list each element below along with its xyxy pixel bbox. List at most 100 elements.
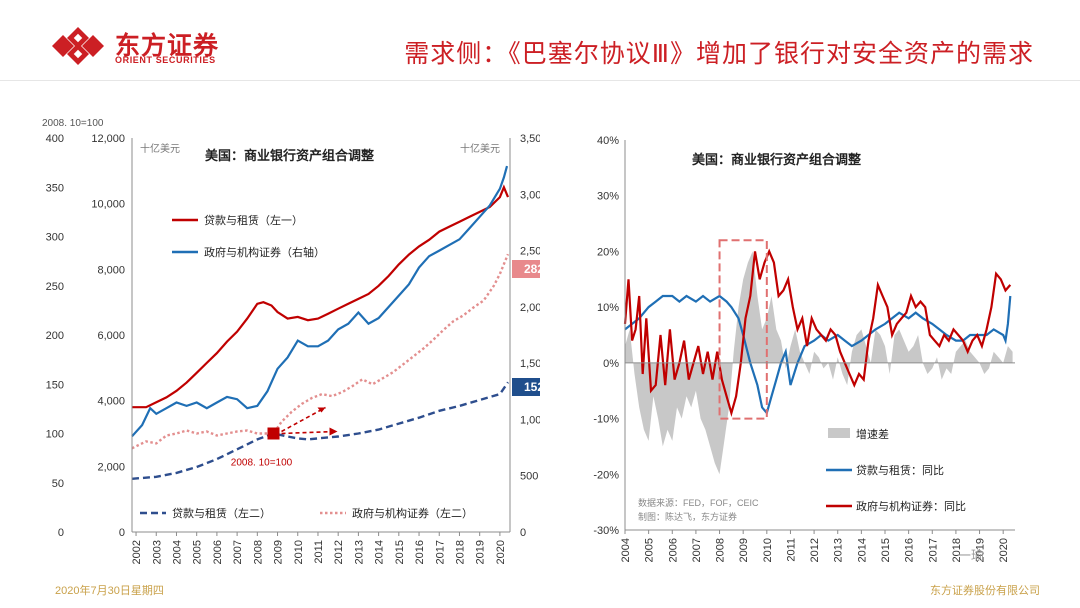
legend-label-loans: 贷款与租赁：同比 xyxy=(856,463,944,477)
marker-arrowhead-up xyxy=(317,407,326,413)
header: 东方证券 ORIENT SECURITIES 需求侧：《巴塞尔协议Ⅲ》增加了银行… xyxy=(0,0,1080,80)
y-tick-label: 0% xyxy=(603,358,619,370)
y-tick-label-left1: 0 xyxy=(58,527,64,539)
y-tick-label-left1: 400 xyxy=(46,133,64,145)
x-tick-label: 2004 xyxy=(620,538,632,562)
series-line-1 xyxy=(624,294,1012,416)
x-tick-label: 2011 xyxy=(313,540,325,564)
x-tick-label: 2017 xyxy=(434,540,446,564)
end-label-box-2 xyxy=(512,378,540,396)
series-line-2 xyxy=(131,165,509,438)
end-label-box-1 xyxy=(512,260,540,278)
y-tick-label-left1: 250 xyxy=(46,281,64,293)
x-tick-label: 2018 xyxy=(951,538,963,562)
x-tick-label: 2019 xyxy=(475,540,487,564)
y-tick-label: -30% xyxy=(593,525,619,537)
y-tick-label-right: 3,500 xyxy=(520,133,540,145)
x-tick-label: 2007 xyxy=(691,538,703,562)
orient-logo-icon xyxy=(52,27,104,65)
x-tick-label: 2017 xyxy=(927,538,939,562)
x-tick-label: 2012 xyxy=(333,540,345,564)
y-tick-label: 20% xyxy=(597,246,619,258)
legend-label-4: 政府与机构证券（左二） xyxy=(352,506,473,520)
x-tick-label: 2004 xyxy=(171,540,183,564)
x-tick-label: 2006 xyxy=(212,540,224,564)
end-label-1: 282 xyxy=(524,262,540,276)
y-tick-label-right: 1,000 xyxy=(520,414,540,426)
y-tick-label-left2: 2,000 xyxy=(97,461,125,473)
x-tick-label: 2003 xyxy=(151,540,163,564)
x-tick-label: 2009 xyxy=(273,540,285,564)
series-line-1 xyxy=(132,184,510,409)
y-tick-label-right: 2,000 xyxy=(520,302,540,314)
marker-arrowhead-right xyxy=(329,427,338,436)
x-tick-label: 2015 xyxy=(394,540,406,564)
x-tick-label: 2016 xyxy=(414,540,426,564)
x-tick-label: 2011 xyxy=(785,538,797,562)
series-line-3 xyxy=(131,381,509,480)
y-tick-label-left1: 300 xyxy=(46,232,64,244)
y-tick-label: 40% xyxy=(597,135,619,147)
x-tick-label: 2005 xyxy=(644,538,656,562)
y-tick-label-left1: 350 xyxy=(46,182,64,194)
header-divider xyxy=(0,80,1080,81)
x-tick-label: 2013 xyxy=(353,540,365,564)
y-tick-label-left2: 10,000 xyxy=(91,199,125,211)
x-tick-label: 2014 xyxy=(856,538,868,562)
end-label-2: 152 xyxy=(524,380,540,394)
x-tick-label: 2019 xyxy=(975,538,987,562)
footer-date: 2020年7月30日星期四 xyxy=(55,585,164,597)
x-tick-label: 2009 xyxy=(738,538,750,562)
x-tick-label: 2010 xyxy=(293,540,305,564)
unit-left: 十亿美元 xyxy=(140,142,180,155)
y-tick-label-left2: 6,000 xyxy=(97,330,125,342)
x-tick-label: 2018 xyxy=(454,540,466,564)
x-tick-label: 2020 xyxy=(495,540,507,564)
y-tick-label-left1: 50 xyxy=(52,478,64,490)
y-tick-label-left2: 12,000 xyxy=(91,133,125,145)
legend-label-1: 贷款与租赁（左一） xyxy=(204,213,303,227)
legend-label-2: 政府与机构证券（右轴） xyxy=(204,245,325,259)
y-tick-label-right: 500 xyxy=(520,471,538,483)
legend-label-area: 增速差 xyxy=(856,427,889,441)
x-tick-label: 2014 xyxy=(374,540,386,564)
y-tick-label-right: 0 xyxy=(520,527,526,539)
footer-company: 东方证券股份有限公司 xyxy=(930,585,1040,597)
x-tick-label: 2015 xyxy=(880,538,892,562)
logo-english: ORIENT SECURITIES xyxy=(115,55,216,65)
marker-label: 2008. 10=100 xyxy=(231,458,293,469)
y-tick-label-left1: 150 xyxy=(46,379,64,391)
y-tick-label: -20% xyxy=(593,469,619,481)
chart-title: 美国：商业银行资产组合调整 xyxy=(205,148,375,163)
highlight-box xyxy=(718,239,768,420)
source-line-1: 数据来源：FED，FOF，CEIC xyxy=(638,497,759,508)
y-tick-label: 30% xyxy=(597,191,619,203)
x-tick-label: 2016 xyxy=(904,538,916,562)
y-tick-label: 10% xyxy=(597,302,619,314)
right-chart: -30% -20% -10% 0% 10% 20% 30% 40% 2004 2005 2006 20… xyxy=(593,135,1015,562)
x-tick-label: 2020 xyxy=(998,538,1010,562)
slide-title: 需求侧：《巴塞尔协议Ⅲ》增加了银行对安全资产的需求 xyxy=(404,40,1034,68)
index-note: 2008. 10=100 xyxy=(42,118,104,129)
x-tick-label: 2005 xyxy=(192,540,204,564)
y-tick-label-left2: 8,000 xyxy=(97,264,125,276)
unit-right: 十亿美元 xyxy=(460,142,500,155)
y-tick-label-right: 1,500 xyxy=(520,358,540,370)
y-tick-label-right: 3,000 xyxy=(520,189,540,201)
series-line-2 xyxy=(623,248,1012,418)
watermark: 一瑜 xyxy=(958,548,985,563)
logo-chinese: 东方证券 xyxy=(115,32,220,60)
y-tick-label-right: 2,500 xyxy=(520,246,540,258)
series-line-4 xyxy=(131,253,510,450)
x-tick-label: 2013 xyxy=(833,538,845,562)
legend-swatch-area xyxy=(828,428,850,438)
left-chart: 0 50 100 150 200 250 300 350 400 0 2,000 4,000 6,000… xyxy=(42,118,540,564)
x-tick-label: 2010 xyxy=(762,538,774,562)
x-tick-label: 2006 xyxy=(667,538,679,562)
source-line-2: 制图：陈达飞，东方证券 xyxy=(638,511,737,522)
marker-arrow-right xyxy=(281,430,336,435)
y-tick-label-left2: 4,000 xyxy=(97,396,125,408)
marker-arrow-up xyxy=(281,406,326,433)
marker-square xyxy=(267,427,280,440)
chart-title: 美国：商业银行资产组合调整 xyxy=(692,152,862,167)
